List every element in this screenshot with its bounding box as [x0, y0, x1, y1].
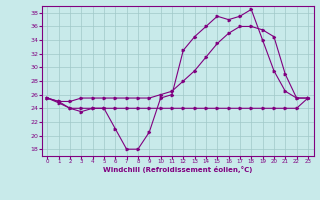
- X-axis label: Windchill (Refroidissement éolien,°C): Windchill (Refroidissement éolien,°C): [103, 166, 252, 173]
